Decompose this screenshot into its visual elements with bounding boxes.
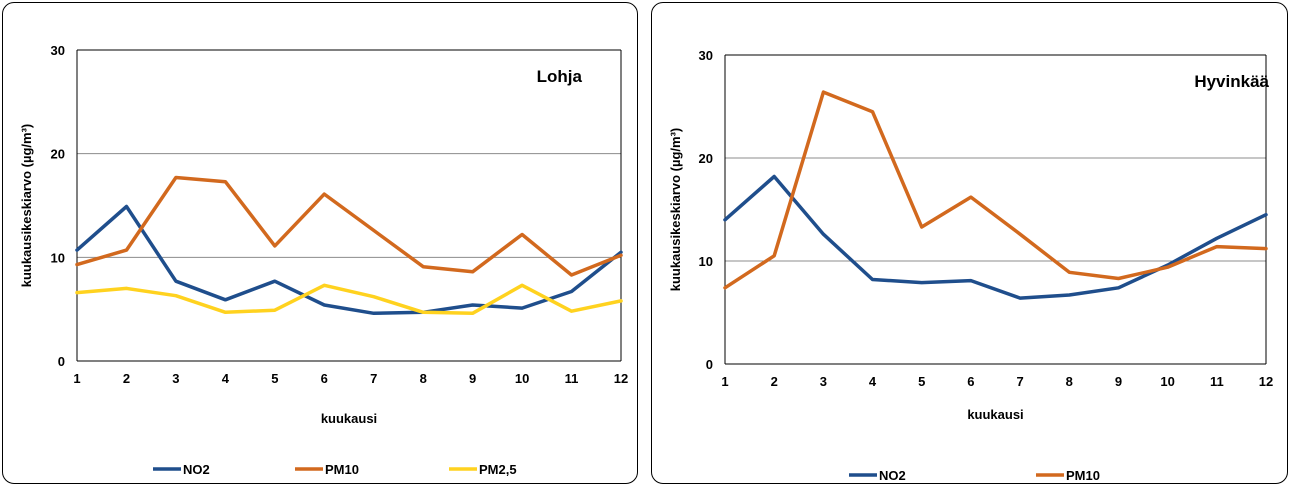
- x-tick-label: 7: [370, 371, 377, 386]
- x-tick-label: 12: [1259, 374, 1273, 389]
- x-tick-label: 5: [271, 371, 278, 386]
- series-line-pm10: [75, 175, 623, 277]
- x-tick-label: 11: [565, 371, 579, 386]
- x-tick-label: 3: [172, 371, 179, 386]
- x-tick-label: 3: [820, 374, 827, 389]
- x-tick-label: 10: [515, 371, 529, 386]
- series-line-no2: [75, 204, 623, 316]
- y-tick-label: 0: [706, 357, 713, 372]
- chart-panel-hyvinkaa: 0 10 20 30 1 2 3 4 5 6 7 8 9 10 11 12 Hyvinkää kuukausike…: [651, 2, 1288, 484]
- chart-panel-lohja: 0 10 20 30 1 2 3 4 5 6 7 8 9 10 11 12 Lohja kuukausikeski…: [2, 2, 638, 484]
- x-tick-label: 1: [73, 371, 80, 386]
- y-tick-label: 10: [51, 250, 65, 265]
- x-tick-label: 9: [1115, 374, 1122, 389]
- y-tick-label: 10: [699, 254, 713, 269]
- y-tick-label: 20: [699, 151, 713, 166]
- chart-title: Lohja: [537, 67, 583, 86]
- x-tick-label: 8: [420, 371, 427, 386]
- x-tick-label: 8: [1066, 374, 1073, 389]
- y-axis-label: kuukausikeskiarvo (µg/m³): [668, 128, 683, 292]
- legend-label: PM2,5: [479, 462, 517, 477]
- legend-label: NO2: [183, 462, 210, 477]
- chart-title: Hyvinkää: [1194, 72, 1269, 91]
- x-tick-label: 4: [869, 374, 877, 389]
- series-line-pm10: [723, 90, 1268, 290]
- x-tick-label: 11: [1210, 374, 1224, 389]
- x-tick-label: 10: [1160, 374, 1174, 389]
- series-line-pm25: [75, 283, 623, 316]
- y-axis-label: kuukausikeskiarvo (µg/m³): [19, 124, 34, 288]
- x-tick-label: 9: [469, 371, 476, 386]
- x-tick-label: 2: [771, 374, 778, 389]
- x-tick-label: 5: [918, 374, 925, 389]
- legend-label: NO2: [879, 468, 906, 483]
- x-tick-label: 4: [222, 371, 230, 386]
- series-line-no2: [723, 174, 1268, 300]
- x-axis-label: kuukausi: [321, 411, 377, 426]
- x-tick-label: 12: [614, 371, 628, 386]
- x-tick-label: 6: [967, 374, 974, 389]
- legend-label: PM10: [1066, 468, 1100, 483]
- y-tick-label: 30: [699, 48, 713, 63]
- x-tick-label: 1: [721, 374, 728, 389]
- y-tick-label: 20: [51, 147, 65, 162]
- y-tick-label: 0: [58, 354, 65, 369]
- x-tick-label: 7: [1016, 374, 1023, 389]
- legend-label: PM10: [325, 462, 359, 477]
- x-axis-label: kuukausi: [967, 407, 1023, 422]
- x-tick-label: 6: [321, 371, 328, 386]
- y-tick-label: 30: [51, 43, 65, 58]
- x-tick-label: 2: [123, 371, 130, 386]
